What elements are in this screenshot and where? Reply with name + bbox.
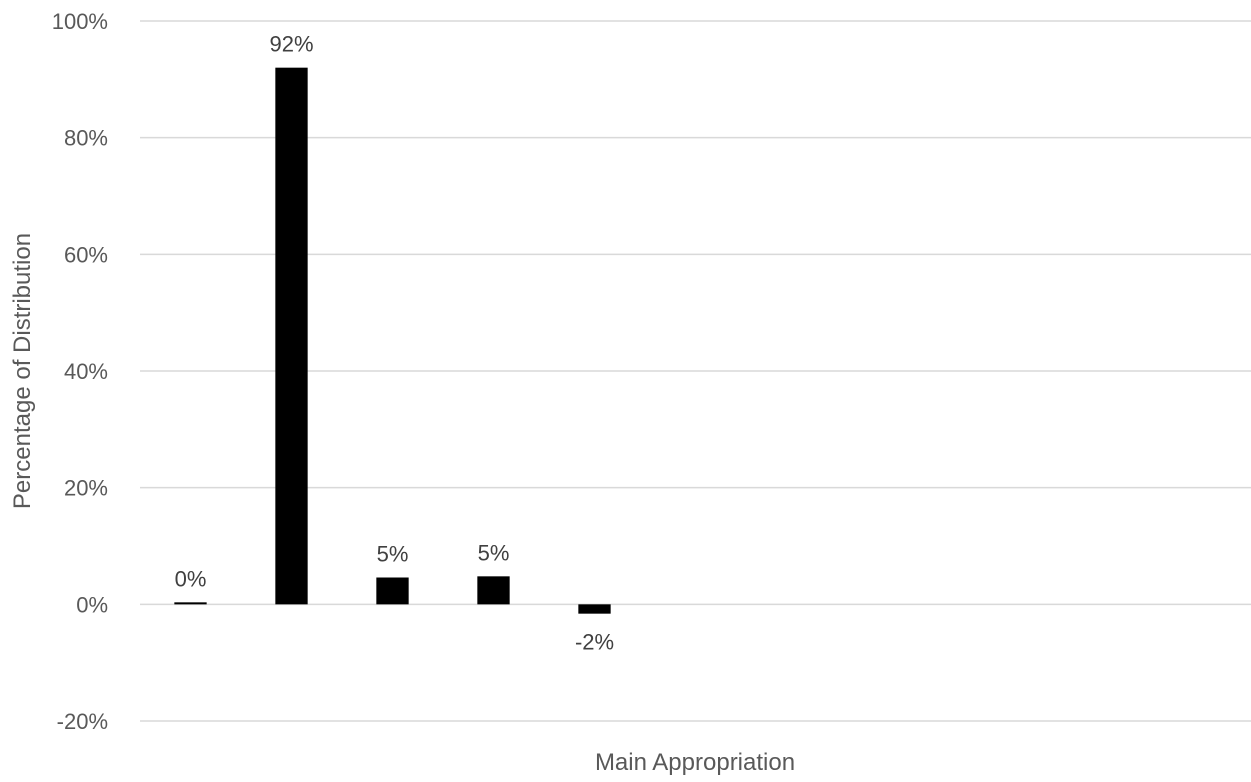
data-label: 5% (478, 540, 510, 565)
data-label: 92% (269, 32, 313, 57)
data-label: 0% (175, 566, 207, 591)
y-tick-label: 80% (64, 126, 108, 151)
data-label: 5% (377, 542, 409, 567)
data-label: -2% (575, 630, 614, 655)
bar (578, 604, 611, 614)
y-axis-title: Percentage of Distribution (9, 233, 36, 509)
y-tick-label: 60% (64, 242, 108, 267)
bar (376, 577, 409, 605)
x-axis-title: Main Appropriation (595, 749, 795, 776)
y-axis-tick-labels: -20% 0% 20% 40% 60% 80% 100% (52, 9, 108, 734)
bars (174, 67, 611, 614)
bar (275, 67, 308, 605)
bar (174, 602, 207, 605)
data-labels: 0% 92% 5% 5% -2% (175, 32, 614, 655)
y-tick-label: 0% (76, 592, 108, 617)
y-tick-label: -20% (57, 709, 108, 734)
y-tick-label: 40% (64, 359, 108, 384)
y-tick-label: 100% (52, 9, 108, 34)
gridlines (140, 20, 1251, 722)
y-tick-label: 20% (64, 476, 108, 501)
bar (477, 576, 510, 605)
